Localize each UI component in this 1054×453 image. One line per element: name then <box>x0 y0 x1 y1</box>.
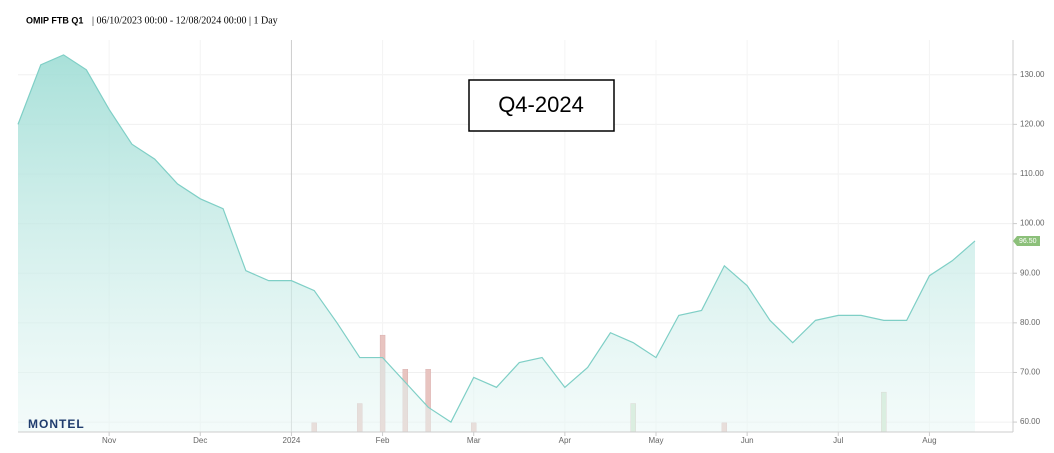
x-tick-label: Dec <box>193 436 207 445</box>
y-tick-label: 60.00 <box>1020 417 1041 426</box>
chart-title: OMIP FTB Q1 <box>26 15 83 25</box>
value-label-bg <box>1013 235 1040 246</box>
x-tick-label: Apr <box>559 436 572 445</box>
x-tick-label: Jul <box>833 436 843 445</box>
x-tick-label: Jun <box>741 436 754 445</box>
y-tick-label: 70.00 <box>1020 368 1041 377</box>
chart-subtitle: | 06/10/2023 00:00 - 12/08/2024 00:00 | … <box>92 15 278 26</box>
x-tick-label: Aug <box>922 436 936 445</box>
x-tick-label: May <box>648 436 663 445</box>
y-tick-label: 80.00 <box>1020 318 1041 327</box>
x-tick-label: Feb <box>376 436 390 445</box>
y-tick-label: 90.00 <box>1020 268 1041 277</box>
annotation: Q4-2024 <box>498 92 584 117</box>
y-tick-label: 110.00 <box>1020 169 1044 178</box>
value-label: 96.50 <box>1019 238 1037 245</box>
annotation-box <box>468 79 615 132</box>
x-tick-label: Mar <box>467 436 481 445</box>
y-tick-label: 130.00 <box>1020 70 1045 79</box>
y-tick-label: 100.00 <box>1020 219 1045 228</box>
x-tick-label: Nov <box>102 436 116 445</box>
logo: MONTEL <box>28 417 85 431</box>
area <box>18 54 975 432</box>
y-tick-label: 120.00 <box>1020 119 1045 128</box>
x-tick-label: 2024 <box>283 436 301 445</box>
line <box>17 54 976 423</box>
